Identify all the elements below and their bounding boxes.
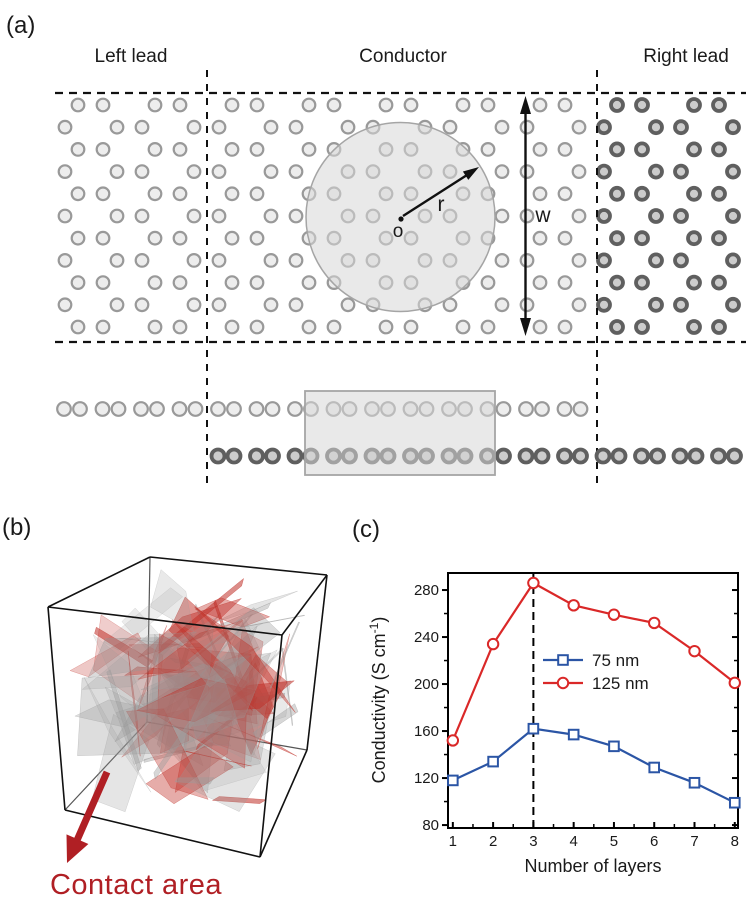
conductivity-chart: 80 120 160 200 240 280 1 2 3 4 5 6 7 8 75 nm 125 nm Numb…	[367, 572, 741, 876]
x-tick-label: 1	[449, 833, 457, 850]
panel-c-label: (c)	[352, 516, 380, 543]
legend: 75 nm 125 nm	[543, 651, 649, 693]
cube-front-edges	[47, 556, 328, 858]
transport-schematic	[55, 70, 746, 487]
conductor-label: Conductor	[359, 46, 447, 67]
radius-arrow	[402, 167, 479, 218]
cube-back-edges	[64, 556, 308, 811]
x-tick-label: 5	[610, 833, 618, 850]
y-tick-label: 240	[414, 629, 439, 646]
nanosheet-network-cube	[47, 556, 328, 863]
y-tick-label: 280	[414, 582, 439, 599]
width-arrow	[520, 96, 531, 336]
panel-b-label: (b)	[2, 514, 32, 541]
contact-area-label: Contact area	[49, 869, 223, 901]
x-axis-title: Number of layers	[524, 856, 661, 876]
x-tick-label: 3	[529, 833, 537, 850]
circle-center-dot	[398, 216, 404, 222]
region-boundaries	[55, 70, 746, 487]
y-tick-label: 120	[414, 770, 439, 787]
origin-label: o	[392, 221, 404, 242]
plot-frame	[447, 572, 739, 829]
radius-label: r	[437, 193, 445, 216]
nanosheet-flakes	[69, 569, 306, 813]
panel-a-label: (a)	[6, 12, 36, 39]
width-label: w	[535, 204, 551, 227]
x-tick-label: 2	[489, 833, 497, 850]
overlap-rect	[304, 390, 496, 476]
legend-label: 125 nm	[592, 674, 649, 693]
y-axis-title: Conductivity (S cm-1)	[367, 617, 389, 784]
right-lead-label: Right lead	[643, 46, 729, 67]
y-tick-label: 160	[414, 723, 439, 740]
x-tick-label: 6	[650, 833, 658, 850]
series-125nm	[446, 576, 741, 747]
contact-area-arrow	[66, 770, 111, 863]
left-lead-label: Left lead	[94, 46, 168, 67]
x-tick-label: 7	[690, 833, 698, 850]
x-tick-label: 8	[731, 833, 739, 850]
legend-label: 75 nm	[592, 651, 639, 670]
y-tick-label: 200	[414, 676, 439, 693]
series-75nm	[447, 722, 741, 809]
y-tick-label: 80	[422, 817, 439, 834]
x-tick-label: 4	[569, 833, 577, 850]
